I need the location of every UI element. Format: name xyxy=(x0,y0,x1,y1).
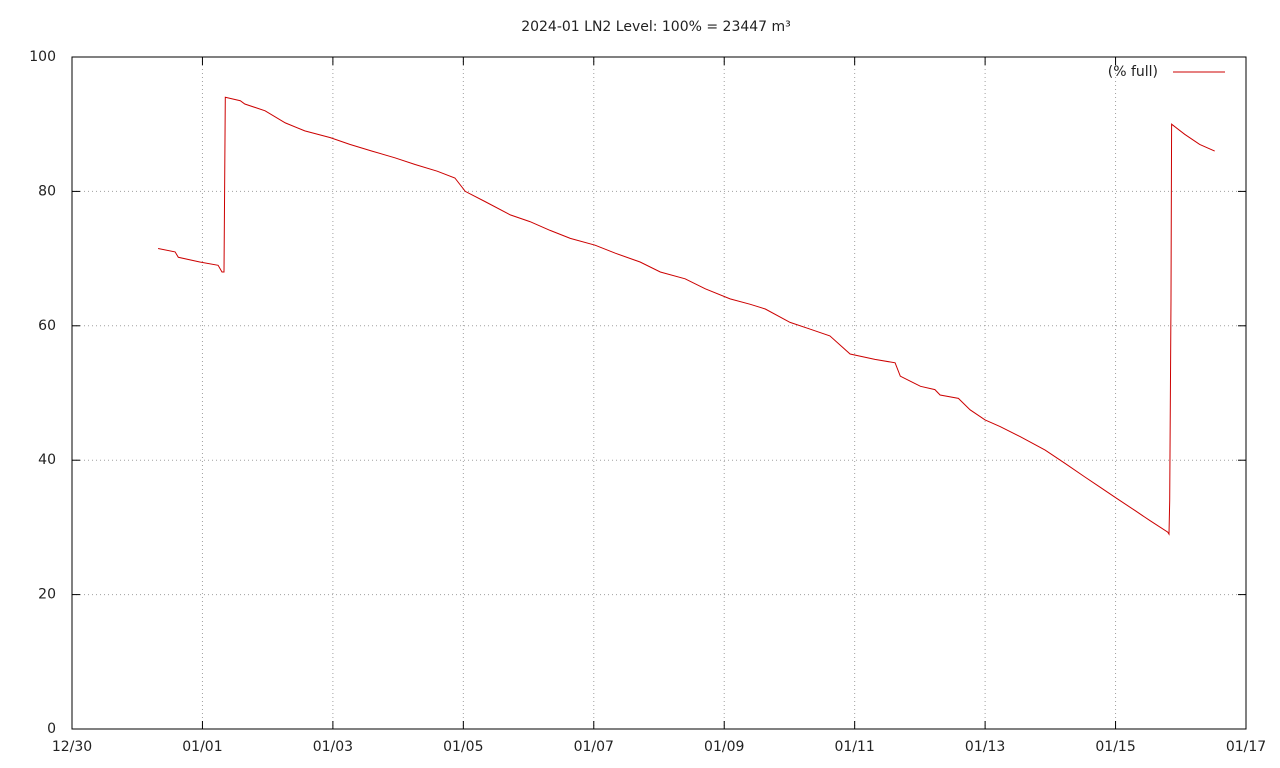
data-line xyxy=(158,96,1215,536)
y-tick-label: 40 xyxy=(38,452,56,468)
plot-border xyxy=(71,56,1247,730)
x-tick-label: 01/05 xyxy=(443,739,483,755)
y-tick-label: 80 xyxy=(38,183,56,199)
y-tick-label: 60 xyxy=(38,318,56,334)
x-tick-label: 01/11 xyxy=(834,739,874,755)
chart-title: 2024-01 LN2 Level: 100% = 23447 m³ xyxy=(521,19,791,35)
x-tick-label: 01/01 xyxy=(182,739,222,755)
x-tick-label: 12/30 xyxy=(52,739,92,755)
x-tick-label: 01/17 xyxy=(1226,739,1266,755)
y-tick-label: 100 xyxy=(29,49,56,65)
x-tick-label: 01/09 xyxy=(704,739,744,755)
x-tick-label: 01/07 xyxy=(574,739,614,755)
x-tick-label: 01/15 xyxy=(1095,739,1135,755)
y-tick-label: 20 xyxy=(38,587,56,603)
x-tick-label: 01/13 xyxy=(965,739,1005,755)
legend-label: (% full) xyxy=(1108,64,1158,80)
x-tick-label: 01/03 xyxy=(313,739,353,755)
y-tick-label: 0 xyxy=(47,721,56,737)
